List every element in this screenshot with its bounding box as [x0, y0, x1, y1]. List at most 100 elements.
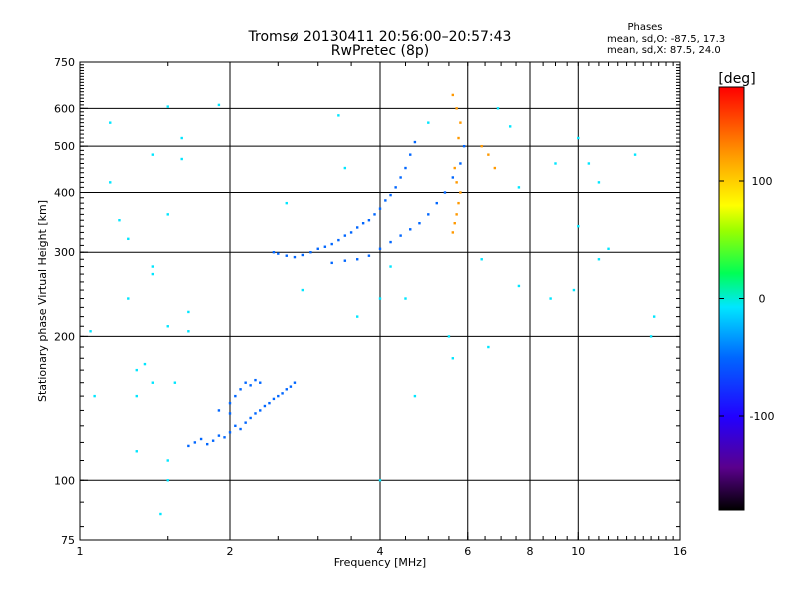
data-point	[549, 297, 552, 300]
grid	[80, 62, 680, 540]
data-point	[409, 228, 412, 231]
data-point	[223, 436, 226, 439]
data-point	[373, 213, 376, 216]
data-point	[135, 450, 138, 453]
data-point	[487, 153, 490, 156]
data-point	[389, 240, 392, 244]
data-point	[337, 238, 340, 242]
data-points	[89, 93, 656, 516]
data-point	[143, 362, 147, 366]
data-point	[228, 412, 232, 415]
data-point	[451, 176, 455, 179]
colorbar-tick-label: -100	[750, 410, 775, 423]
x-axis-label: Frequency [MHz]	[334, 556, 426, 569]
data-point	[453, 222, 456, 225]
data-point	[263, 404, 267, 408]
y-tick-label: 500	[54, 140, 75, 153]
data-point	[413, 140, 417, 144]
data-point	[577, 225, 580, 228]
x-tick-label: 10	[571, 545, 585, 558]
data-point	[480, 144, 483, 148]
data-point	[451, 231, 455, 234]
x-tick-label: 16	[673, 545, 687, 558]
data-point	[455, 213, 458, 216]
y-tick-label: 200	[54, 330, 75, 343]
data-point	[135, 394, 138, 398]
data-point	[285, 388, 288, 391]
data-point	[293, 255, 297, 259]
data-point	[272, 397, 276, 401]
data-point	[205, 442, 209, 446]
data-point	[301, 288, 305, 292]
data-point	[389, 265, 392, 268]
data-point	[217, 434, 221, 437]
data-point	[239, 388, 242, 391]
data-point	[217, 103, 221, 107]
data-point	[234, 424, 237, 428]
data-point	[228, 401, 232, 405]
data-point	[166, 105, 169, 108]
data-point	[455, 181, 458, 184]
data-point	[151, 272, 155, 276]
data-point	[166, 325, 169, 328]
y-tick-label: 600	[54, 102, 75, 115]
data-point	[378, 297, 382, 300]
data-point	[187, 330, 190, 333]
data-point	[272, 251, 276, 254]
data-point	[249, 384, 252, 387]
y-tick-label: 400	[54, 186, 75, 199]
data-point	[93, 394, 96, 398]
data-point	[199, 437, 203, 441]
phase-info-o: mean, sd,O: -87.5, 17.3	[607, 34, 725, 45]
y-tick-label: 100	[54, 474, 75, 487]
y-axis-label: Stationary phase Virtual Height [km]	[36, 200, 49, 402]
data-point	[234, 394, 237, 398]
data-point	[435, 201, 438, 205]
data-point	[355, 258, 359, 261]
data-point	[447, 335, 451, 338]
data-point	[413, 394, 417, 398]
data-point	[343, 234, 347, 237]
data-point	[254, 378, 257, 382]
data-point	[135, 368, 138, 372]
x-tick-label: 2	[227, 545, 234, 558]
data-point	[89, 330, 92, 333]
data-point	[443, 191, 447, 194]
data-point	[316, 247, 319, 250]
data-point	[572, 288, 576, 292]
x-tick-label: 1	[77, 545, 84, 558]
phase-info-x: mean, sd,X: 87.5, 24.0	[607, 45, 721, 56]
data-point	[399, 234, 402, 237]
data-point	[330, 242, 333, 246]
data-point	[597, 181, 601, 184]
data-point	[404, 297, 407, 300]
data-point	[508, 125, 512, 128]
data-point	[173, 381, 177, 384]
data-point	[193, 441, 197, 444]
data-point	[384, 199, 387, 202]
data-point	[554, 162, 557, 165]
colorbar-ticks: 100 0 -100	[719, 175, 774, 423]
data-point	[587, 162, 591, 165]
data-point	[349, 231, 353, 234]
data-point	[457, 136, 460, 140]
data-point	[277, 252, 280, 255]
data-point	[109, 121, 112, 124]
x-tick-label: 6	[464, 545, 471, 558]
x-axis: 1 2 4 6 8 10 16	[77, 62, 687, 558]
data-point	[277, 394, 280, 398]
data-point	[378, 479, 382, 482]
phase-info-title: Phases	[627, 22, 662, 33]
data-point	[517, 284, 521, 288]
y-tick-label: 300	[54, 246, 75, 259]
colorbar-tick-label: 0	[759, 293, 766, 306]
data-point	[457, 201, 460, 205]
data-point	[451, 357, 455, 360]
data-point	[151, 381, 155, 384]
data-point	[427, 213, 430, 216]
data-point	[487, 345, 490, 349]
data-point	[378, 207, 382, 210]
data-point	[127, 297, 130, 300]
y-axis: 75 100 200 300 400 500 600 750	[54, 56, 680, 547]
